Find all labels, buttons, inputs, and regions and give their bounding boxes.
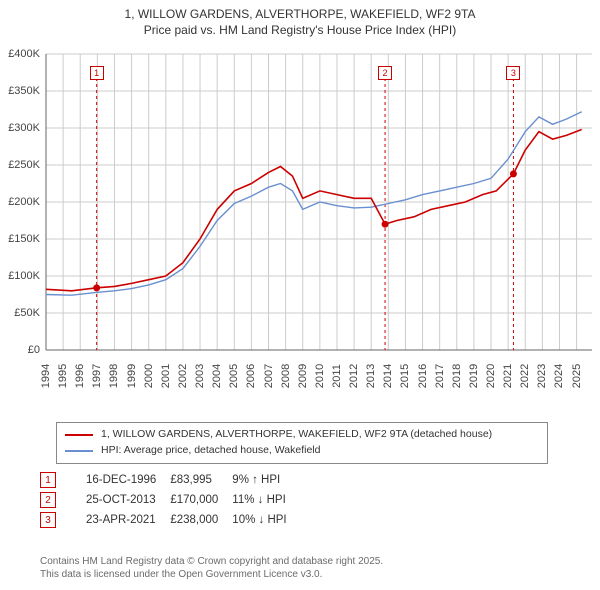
marker-id-box: 1 — [40, 472, 56, 488]
line-chart: £0 £50K £100K £150K £200K £250K £300K £350K £400… — [0, 44, 600, 414]
x-tick-label: 1997 — [91, 361, 103, 391]
x-tick-label: 2018 — [451, 361, 463, 391]
y-tick-label: £50K — [0, 307, 40, 319]
marker-price: £238,000 — [170, 510, 232, 530]
y-tick-label: £150K — [0, 233, 40, 245]
y-tick-label: £250K — [0, 159, 40, 171]
marker-delta: 9% ↑ HPI — [232, 470, 300, 490]
x-tick-label: 2015 — [399, 361, 411, 391]
chart-marker-box: 2 — [378, 66, 392, 80]
x-tick-label: 1996 — [74, 361, 86, 391]
y-tick-label: £0 — [0, 344, 40, 356]
x-tick-label: 2014 — [382, 361, 394, 391]
x-tick-label: 2025 — [571, 361, 583, 391]
x-tick-label: 2011 — [331, 361, 343, 391]
marker-row: 2 25-OCT-2013£170,00011% ↓ HPI — [40, 490, 301, 510]
y-tick-label: £350K — [0, 85, 40, 97]
x-tick-label: 2013 — [365, 361, 377, 391]
footnote-line-2: This data is licensed under the Open Gov… — [40, 568, 383, 581]
x-tick-label: 2012 — [348, 361, 360, 391]
x-tick-label: 1999 — [126, 361, 138, 391]
x-tick-label: 1995 — [57, 361, 69, 391]
marker-date: 23-APR-2021 — [86, 510, 170, 530]
x-tick-label: 2023 — [536, 361, 548, 391]
y-tick-label: £200K — [0, 196, 40, 208]
sale-markers-table: 1 16-DEC-1996£83,9959% ↑ HPI 2 25-OCT-2013£… — [40, 470, 301, 530]
marker-row: 3 23-APR-2021£238,00010% ↓ HPI — [40, 510, 301, 530]
x-tick-label: 2007 — [263, 361, 275, 391]
x-tick-label: 2017 — [434, 361, 446, 391]
chart-legend: 1, WILLOW GARDENS, ALVERTHORPE, WAKEFIEL… — [56, 422, 548, 464]
x-tick-label: 2021 — [502, 361, 514, 391]
legend-row: HPI: Average price, detached house, Wake… — [65, 443, 539, 459]
x-tick-label: 2000 — [143, 361, 155, 391]
marker-row: 1 16-DEC-1996£83,9959% ↑ HPI — [40, 470, 301, 490]
y-tick-label: £100K — [0, 270, 40, 282]
x-tick-label: 1998 — [108, 361, 120, 391]
x-tick-label: 2006 — [245, 361, 257, 391]
x-tick-label: 1994 — [40, 361, 52, 391]
x-tick-label: 2020 — [485, 361, 497, 391]
marker-id-box: 3 — [40, 512, 56, 528]
legend-swatch — [65, 434, 93, 436]
y-tick-label: £400K — [0, 48, 40, 60]
legend-swatch — [65, 450, 93, 452]
x-tick-label: 2019 — [468, 361, 480, 391]
marker-delta: 11% ↓ HPI — [232, 490, 300, 510]
x-tick-label: 2005 — [228, 361, 240, 391]
x-tick-label: 2022 — [519, 361, 531, 391]
x-tick-label: 2009 — [297, 361, 309, 391]
x-tick-label: 2016 — [417, 361, 429, 391]
marker-price: £83,995 — [170, 470, 232, 490]
marker-id-box: 2 — [40, 492, 56, 508]
x-tick-label: 2002 — [177, 361, 189, 391]
title-line-2: Price paid vs. HM Land Registry's House … — [0, 22, 600, 38]
y-tick-label: £300K — [0, 122, 40, 134]
x-tick-label: 2003 — [194, 361, 206, 391]
legend-label: 1, WILLOW GARDENS, ALVERTHORPE, WAKEFIEL… — [101, 427, 492, 443]
chart-title: 1, WILLOW GARDENS, ALVERTHORPE, WAKEFIEL… — [0, 0, 600, 38]
marker-date: 16-DEC-1996 — [86, 470, 170, 490]
x-tick-label: 2024 — [553, 361, 565, 391]
x-tick-label: 2008 — [280, 361, 292, 391]
marker-date: 25-OCT-2013 — [86, 490, 170, 510]
footnote-line-1: Contains HM Land Registry data © Crown c… — [40, 555, 383, 568]
title-line-1: 1, WILLOW GARDENS, ALVERTHORPE, WAKEFIEL… — [0, 6, 600, 22]
marker-price: £170,000 — [170, 490, 232, 510]
legend-row: 1, WILLOW GARDENS, ALVERTHORPE, WAKEFIEL… — [65, 427, 539, 443]
x-tick-label: 2001 — [160, 361, 172, 391]
legend-label: HPI: Average price, detached house, Wake… — [101, 443, 320, 459]
x-tick-label: 2004 — [211, 361, 223, 391]
chart-marker-box: 1 — [90, 66, 104, 80]
footnote: Contains HM Land Registry data © Crown c… — [40, 555, 383, 581]
marker-delta: 10% ↓ HPI — [232, 510, 300, 530]
x-tick-label: 2010 — [314, 361, 326, 391]
chart-marker-box: 3 — [506, 66, 520, 80]
